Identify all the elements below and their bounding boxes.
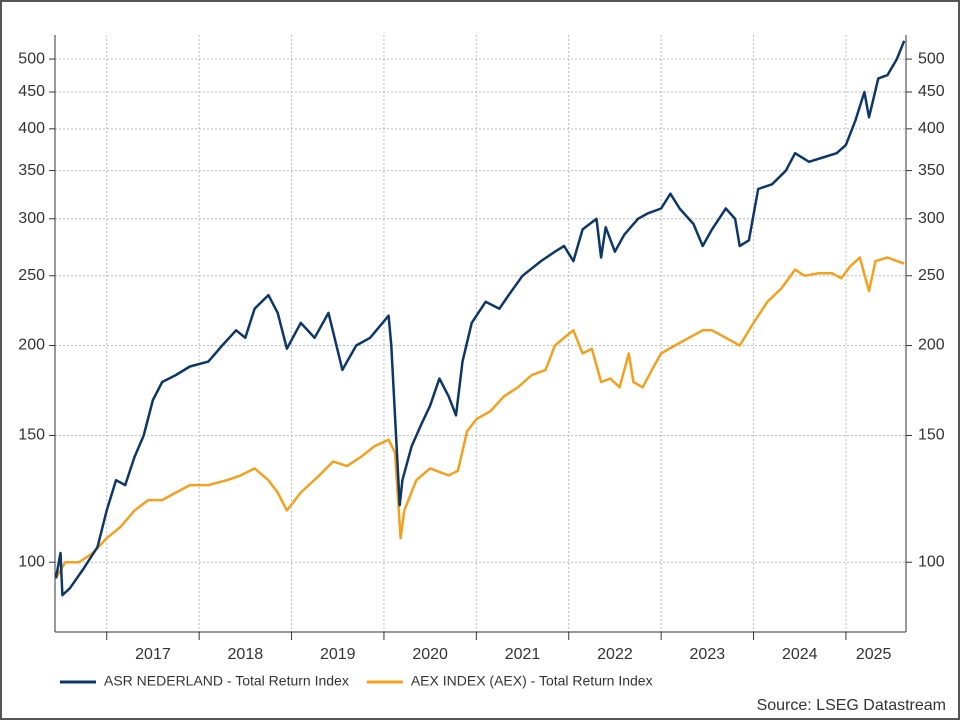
y-tick-label: 500: [18, 50, 45, 67]
y2-tick-label: 350: [918, 162, 945, 179]
x-tick-label: 2017: [135, 646, 171, 663]
series-line: [54, 256, 905, 579]
x-tick-label: 2019: [320, 646, 356, 663]
legend-label: ASR NEDERLAND - Total Return Index: [104, 673, 349, 689]
y-tick-label: 100: [18, 553, 45, 570]
y2-tick-label: 300: [918, 210, 945, 227]
x-tick-label: 2025: [856, 646, 892, 663]
x-tick-label: 2023: [690, 646, 726, 663]
y-tick-label: 300: [18, 210, 45, 227]
legend-label: AEX INDEX (AEX) - Total Return Index: [411, 673, 653, 689]
y2-tick-label: 400: [918, 120, 945, 137]
series-line: [54, 40, 906, 597]
y-tick-label: 400: [18, 120, 45, 137]
y2-tick-label: 250: [918, 267, 945, 284]
y-tick-label: 250: [18, 267, 45, 284]
y-tick-label: 200: [18, 337, 45, 354]
y-tick-label: 150: [18, 427, 45, 444]
y2-tick-label: 200: [918, 337, 945, 354]
y2-tick-label: 450: [918, 83, 945, 100]
y2-tick-label: 500: [918, 50, 945, 67]
x-tick-label: 2018: [228, 646, 264, 663]
x-tick-label: 2022: [597, 646, 633, 663]
source: Source: LSEG Datastream: [757, 697, 946, 714]
y2-tick-label: 100: [918, 553, 945, 570]
y-tick-label: 450: [18, 83, 45, 100]
x-tick-label: 2021: [505, 646, 541, 663]
x-tick-label: 2024: [782, 646, 818, 663]
x-tick-label: 2020: [412, 646, 448, 663]
y2-tick-label: 150: [918, 427, 945, 444]
y-tick-label: 350: [18, 162, 45, 179]
